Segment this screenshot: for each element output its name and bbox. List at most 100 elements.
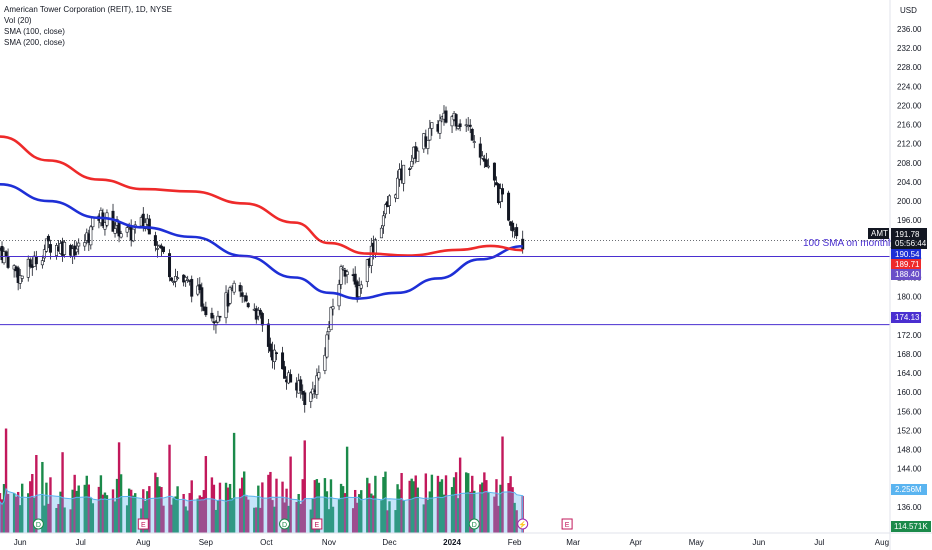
y-tick-label: 220.00 — [897, 101, 922, 110]
volume-bar — [182, 493, 185, 533]
volume-bar — [360, 490, 363, 533]
volume-bar — [125, 505, 129, 533]
candle — [325, 334, 329, 358]
x-tick-label: Jun — [752, 538, 765, 547]
svg-text:05:56:44: 05:56:44 — [895, 239, 927, 248]
volume-bar — [83, 484, 86, 533]
candle — [266, 323, 270, 347]
candle — [486, 165, 490, 168]
volume-bar — [424, 473, 428, 533]
volume-bar — [428, 491, 432, 533]
legend-vol[interactable]: Vol (20) — [4, 16, 32, 25]
volume-bar — [226, 487, 230, 533]
candle — [260, 313, 264, 326]
svg-text:AMT: AMT — [871, 229, 888, 238]
candle — [119, 233, 123, 238]
legend-sma200[interactable]: SMA (200, close) — [4, 38, 65, 47]
volume-bar — [230, 498, 234, 533]
volume-bar — [69, 509, 72, 533]
volume-bar — [55, 507, 58, 533]
candle — [329, 307, 333, 331]
volume-bar — [59, 491, 62, 533]
volume-bar — [61, 452, 64, 533]
x-tick-label: May — [689, 538, 704, 547]
split-event-marker[interactable]: ⚡ — [517, 518, 529, 530]
volume-bar — [337, 499, 341, 533]
legend-title[interactable]: American Tower Corporation (REIT), 1D, N… — [4, 5, 172, 14]
volume-bar — [20, 483, 24, 533]
volume-bar — [299, 503, 302, 533]
volume-bar — [499, 484, 502, 533]
volume-bar — [240, 477, 244, 533]
dividend-event-marker[interactable]: D — [279, 518, 291, 530]
volume-bar — [238, 488, 242, 533]
volume-bar — [170, 504, 173, 533]
volume-bar — [469, 491, 472, 533]
candle — [89, 226, 93, 246]
candle — [430, 122, 434, 129]
y-tick-label: 200.00 — [897, 197, 922, 206]
volume-bar — [200, 496, 204, 533]
dividend-event-marker[interactable]: D — [32, 518, 44, 530]
volume-bar — [473, 490, 476, 533]
legend-sma100[interactable]: SMA (100, close) — [4, 27, 65, 36]
volume-bar — [507, 483, 510, 533]
candle — [365, 259, 369, 283]
candle — [212, 321, 216, 324]
volume-bar — [85, 475, 88, 533]
volume-bar — [101, 494, 105, 533]
volume-bar — [384, 471, 387, 533]
volume-bar — [325, 491, 329, 533]
candle — [507, 192, 511, 221]
volume-bar — [388, 501, 391, 533]
volume-bar — [134, 493, 137, 533]
candle — [216, 315, 220, 323]
earnings-event-marker[interactable]: E — [561, 518, 573, 530]
volume-bar — [471, 475, 474, 533]
candle — [315, 375, 319, 395]
volume-bar — [329, 479, 333, 533]
candle — [34, 256, 38, 265]
volume-bar — [111, 489, 115, 533]
earnings-event-marker[interactable]: E — [137, 518, 149, 530]
candle — [170, 277, 174, 281]
volume-bar — [275, 478, 278, 533]
candle — [470, 128, 474, 141]
volume-value-label: 114.571K — [891, 521, 931, 532]
last-price-label: 191.78 05:56:44 — [891, 228, 927, 249]
candle — [359, 284, 363, 289]
volume-bar — [382, 477, 385, 533]
svg-text:2.256M: 2.256M — [895, 485, 922, 494]
volume-bar — [444, 475, 448, 533]
x-tick-label: Aug — [875, 538, 889, 547]
volume-bar — [267, 474, 270, 533]
svg-text:114.571K: 114.571K — [894, 522, 928, 531]
y-tick-label: 228.00 — [897, 63, 922, 72]
volume-bar — [356, 502, 359, 533]
volume-bar — [16, 491, 20, 533]
volume-bar — [27, 493, 30, 533]
earnings-event-marker[interactable]: E — [311, 518, 323, 530]
volume-bar — [202, 490, 206, 533]
candle — [125, 227, 129, 233]
dividend-event-marker[interactable]: D — [468, 518, 480, 530]
volume-bar — [485, 480, 488, 533]
volume-bar — [339, 483, 343, 533]
volume-bar — [297, 493, 300, 533]
volume-bar — [115, 478, 119, 533]
candle — [161, 246, 165, 253]
volume-bar — [212, 484, 216, 533]
volume-bar — [287, 505, 290, 533]
volume-bar — [374, 475, 377, 533]
candle — [515, 227, 519, 237]
volume-bar — [43, 505, 46, 533]
volume-bar — [430, 474, 434, 533]
volume-bar — [366, 477, 369, 533]
candle — [232, 282, 236, 293]
volume-bar — [501, 436, 504, 533]
y-tick-label: 152.00 — [897, 426, 922, 435]
volume-bar — [295, 501, 298, 533]
candle — [42, 249, 46, 259]
candle — [46, 235, 50, 242]
